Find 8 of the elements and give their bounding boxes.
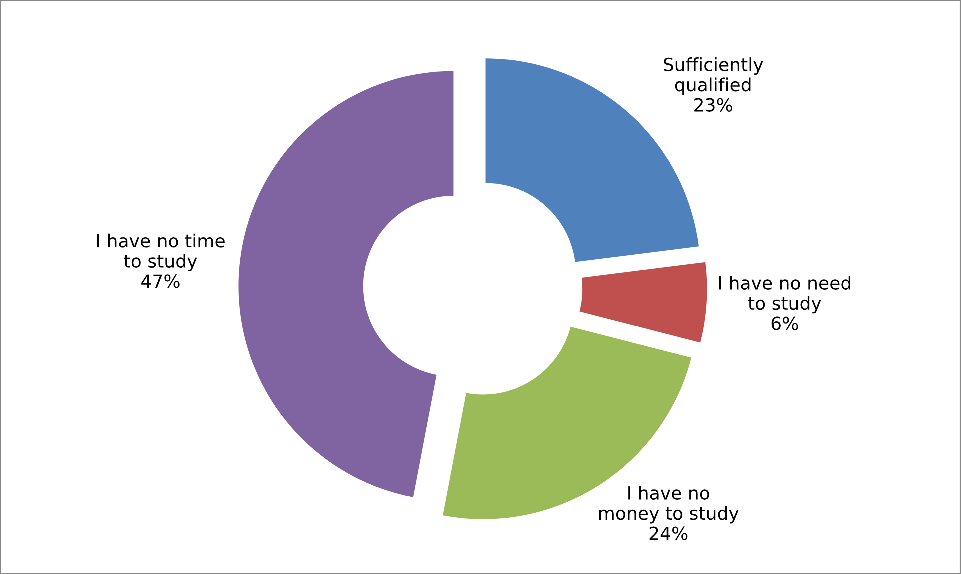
slice-label: I have no need to study xyxy=(719,276,851,314)
data-label: 47% xyxy=(142,274,180,288)
slice-label: Sufficiently qualified xyxy=(664,58,764,96)
slice-label: I have no time to study xyxy=(97,234,225,272)
slice-label: I have no money to study xyxy=(599,486,739,524)
data-label: 24% xyxy=(650,526,688,540)
data-label: 23% xyxy=(694,98,732,112)
data-label: 6% xyxy=(772,316,798,330)
